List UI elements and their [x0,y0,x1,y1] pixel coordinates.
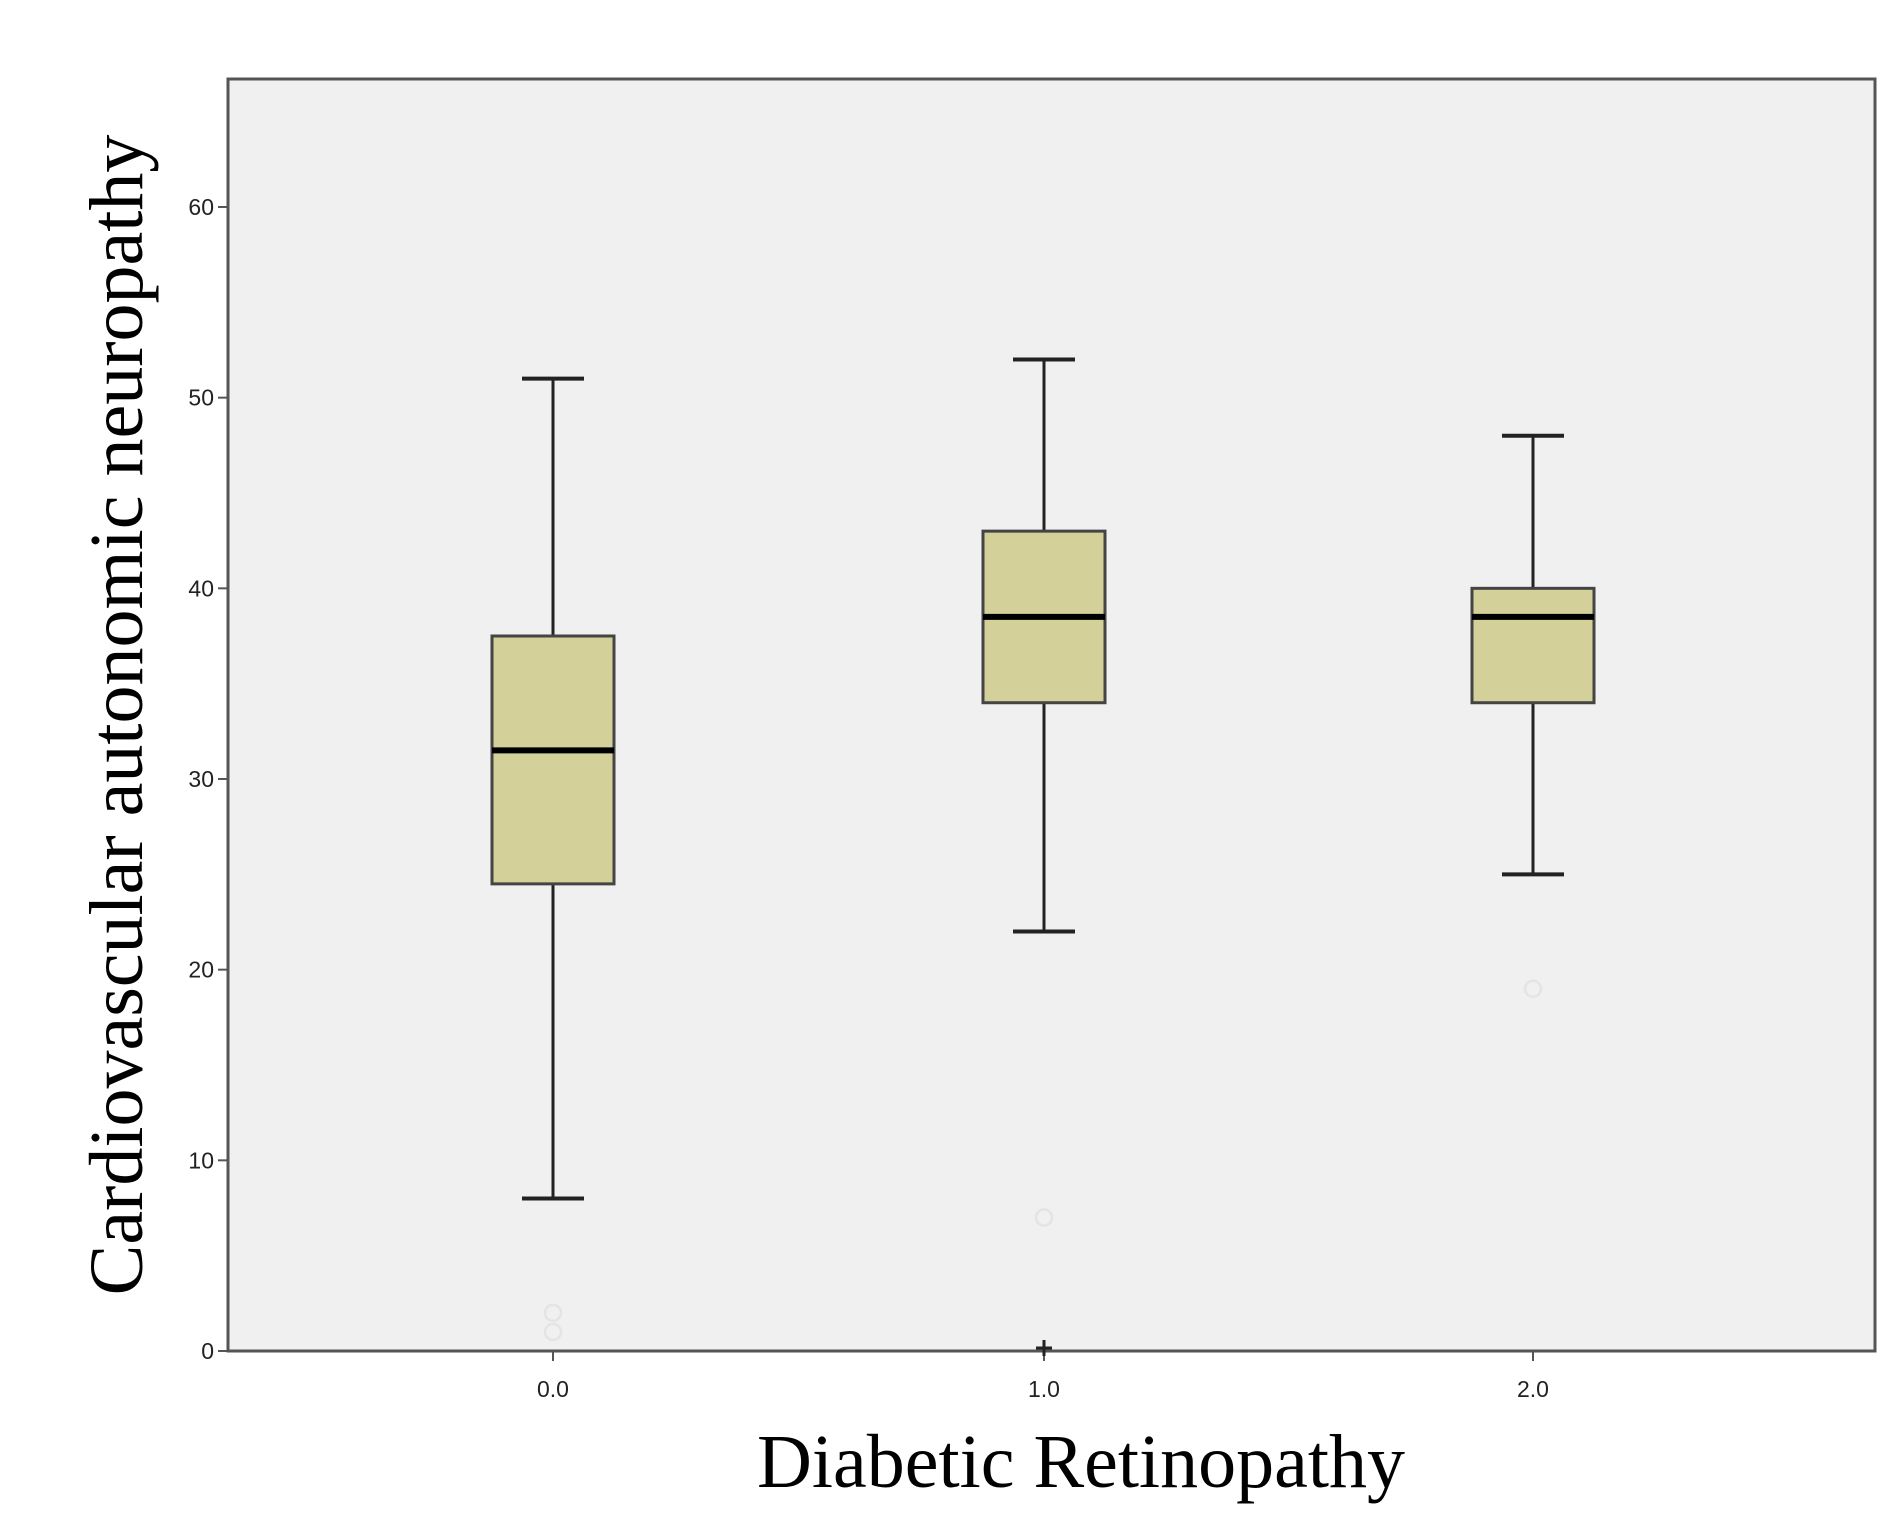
box-group-2.0 [1470,433,1596,998]
y-tick-label: 20 [188,957,214,983]
box-group-0.0 [490,376,616,1342]
y-axis: 0 10 20 30 40 50 60 [188,194,228,1364]
boxes-group [490,357,1596,1356]
outlier-point [1034,1208,1054,1227]
outlier-point [1523,979,1543,998]
y-tick-label: 0 [201,1338,214,1364]
plot-area [226,77,1877,1353]
y-tick-label: 60 [188,194,214,220]
y-tick-label: 10 [188,1147,214,1173]
y-tick-label: 50 [188,385,214,411]
box-iqr [490,634,616,886]
box-group-1.0 [981,357,1107,1356]
y-tick-label: 30 [188,766,214,792]
outlier-point [543,1322,563,1342]
x-tick-label: 2.0 [1517,1376,1549,1402]
outlier-point [543,1303,563,1323]
box-iqr [1470,586,1596,705]
x-axis-title: Diabetic Retinopathy [757,1420,1405,1504]
y-tick-label: 40 [188,575,214,601]
y-axis-title: Cardiovascular autonomic neuropathy [75,135,159,1296]
x-tick-label: 0.0 [537,1376,569,1402]
x-axis: 0.0 1.0 2.0 [537,1351,1549,1402]
x-tick-label: 1.0 [1028,1376,1060,1402]
